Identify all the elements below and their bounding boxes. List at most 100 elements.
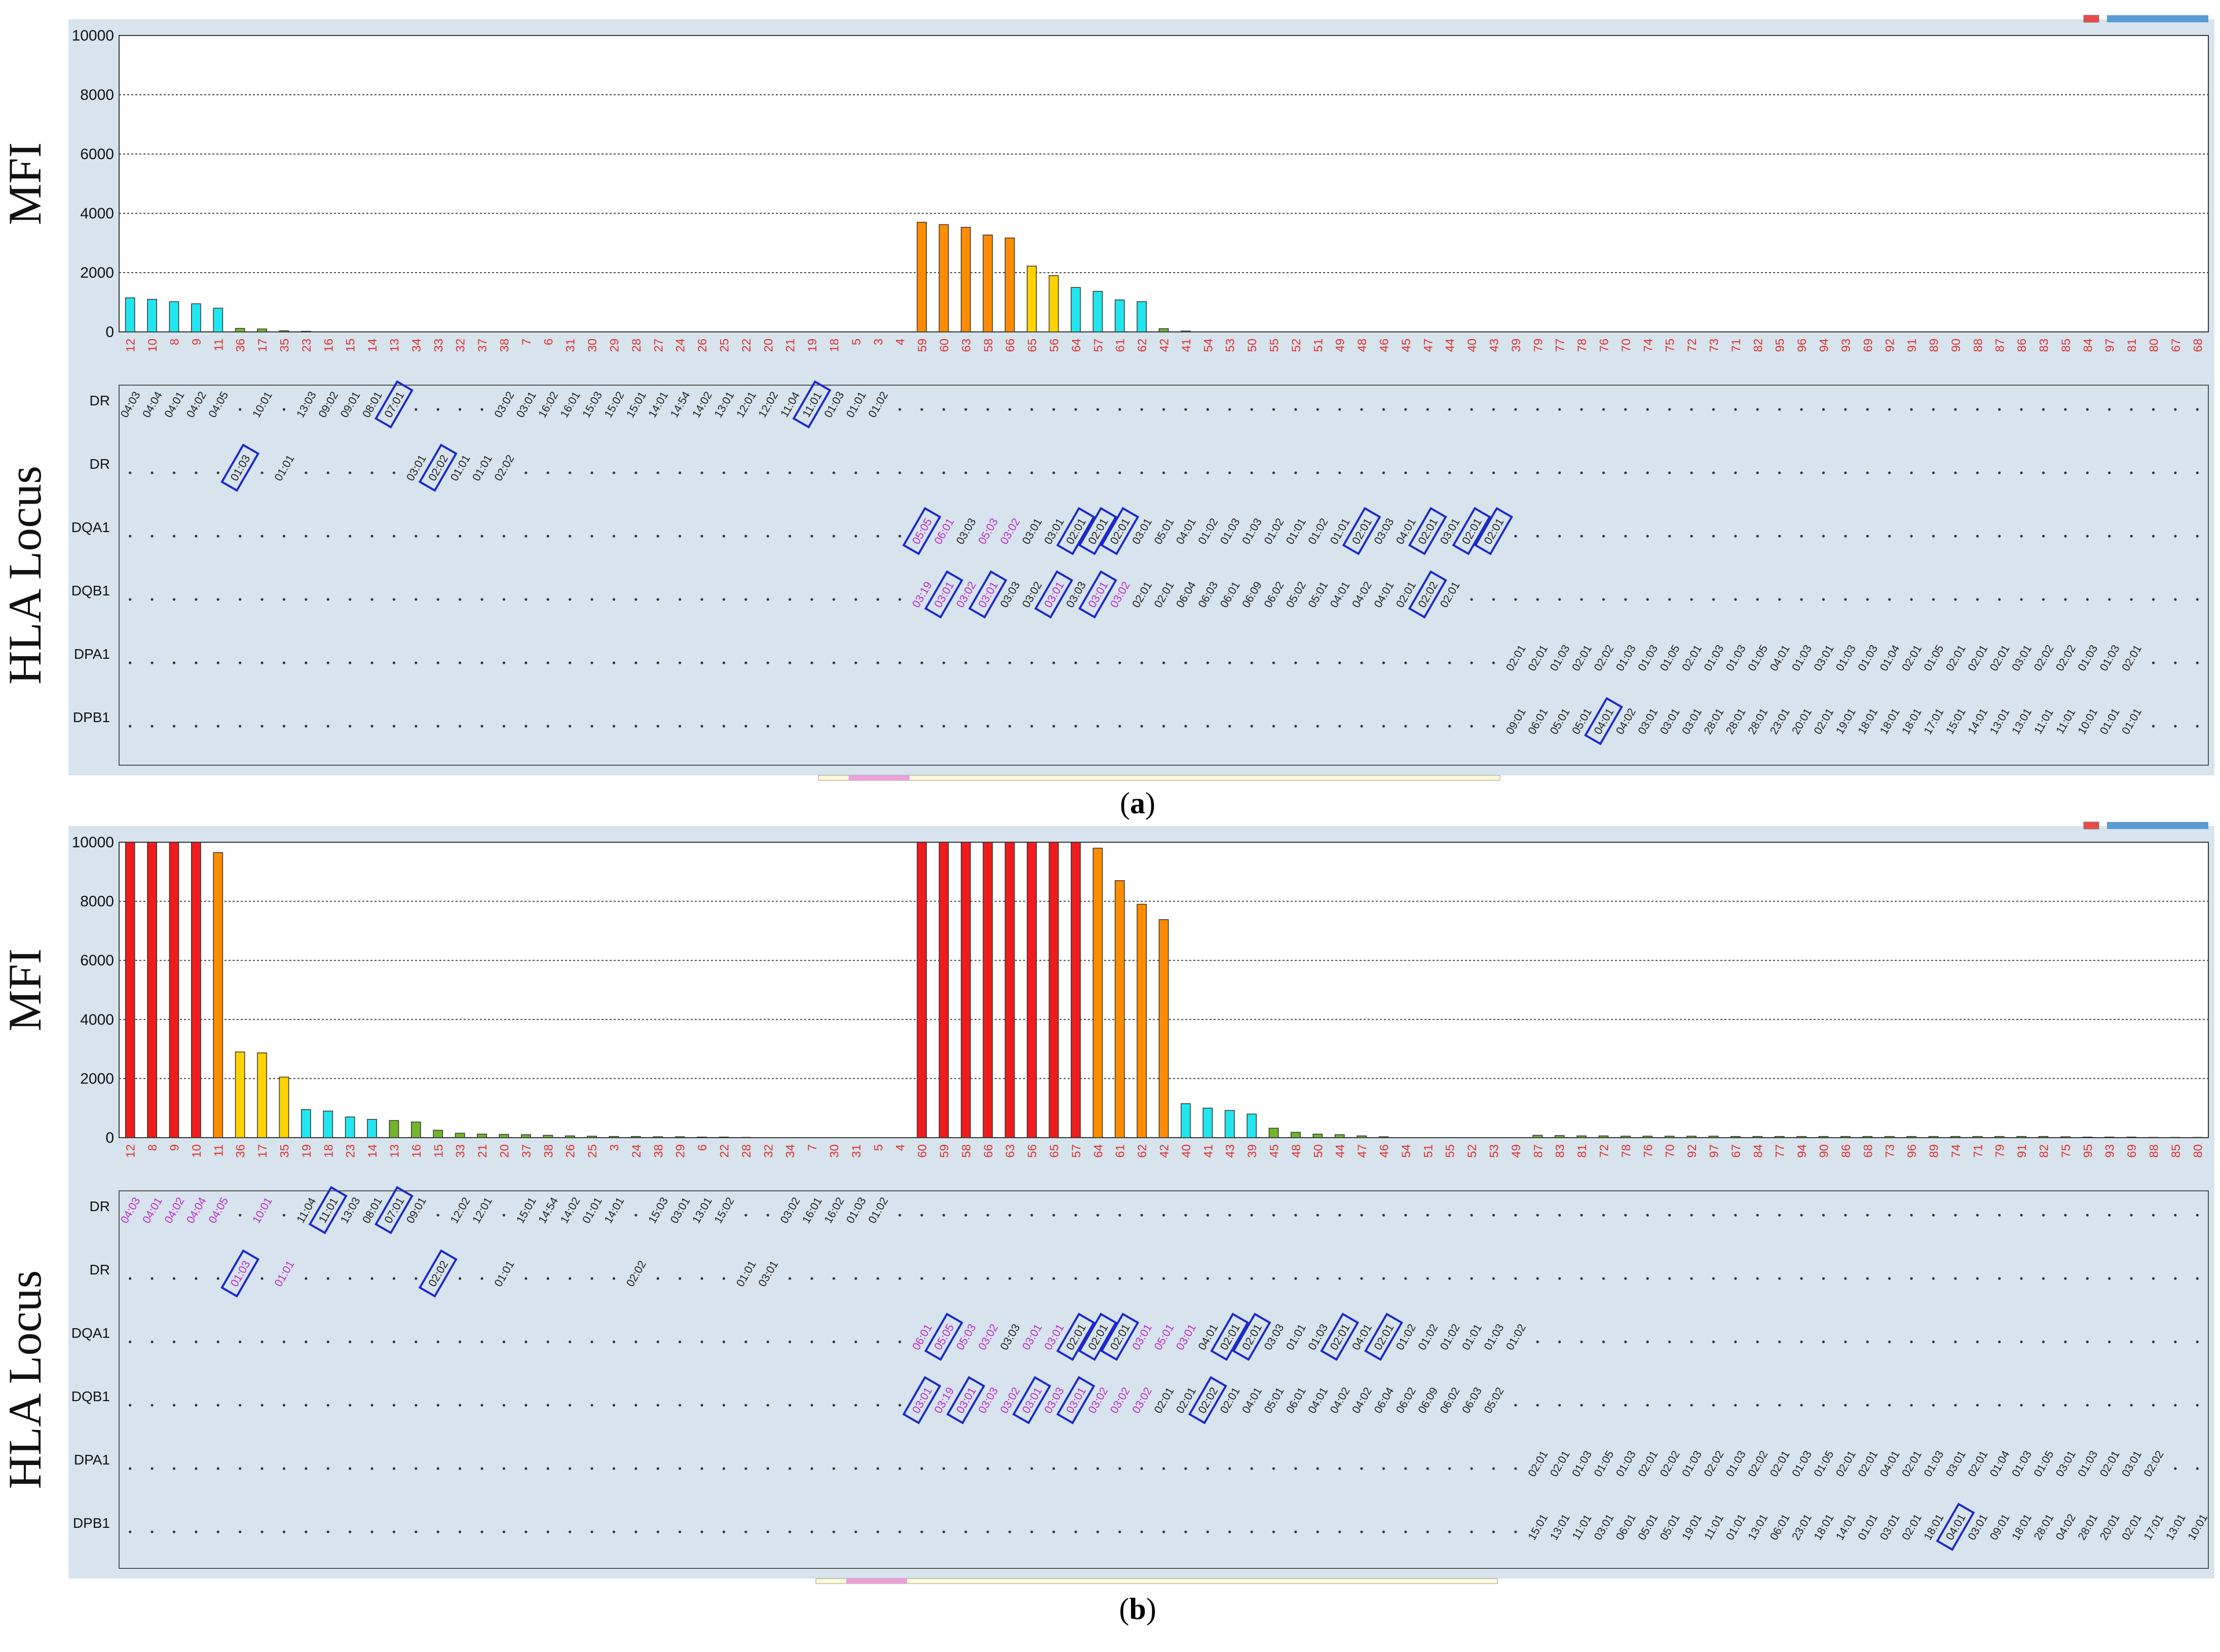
y-tick-label: 2000 (80, 1070, 114, 1087)
empty-dot (1008, 1467, 1011, 1470)
empty-dot (2152, 408, 2155, 411)
empty-dot (679, 535, 682, 538)
empty-dot (1206, 408, 1209, 411)
empty-dot (2108, 535, 2111, 538)
empty-dot (1360, 661, 1363, 664)
empty-dot (1338, 471, 1341, 474)
x-tick-label: 52 (1290, 339, 1303, 352)
empty-dot (1426, 1467, 1429, 1470)
empty-dot (1448, 661, 1451, 664)
empty-dot (1052, 1467, 1056, 1470)
empty-dot (1602, 471, 1605, 474)
empty-dot (1800, 1214, 1803, 1217)
empty-dot (1756, 1214, 1759, 1217)
bar (1950, 1136, 1961, 1138)
allele-highlight-box (418, 1249, 458, 1298)
empty-dot (1470, 1277, 1473, 1280)
bar (235, 1052, 245, 1138)
empty-dot (2020, 1214, 2023, 1217)
empty-dot (2152, 1404, 2155, 1407)
empty-dot (788, 471, 792, 474)
empty-dot (920, 408, 923, 411)
empty-dot (1712, 471, 1715, 474)
allele-highlight-box (1474, 507, 1513, 555)
empty-dot (1668, 535, 1671, 538)
empty-dot (1294, 1214, 1297, 1217)
allele-highlight-box (1584, 697, 1623, 745)
empty-dot (1756, 598, 1759, 601)
x-tick-label: 51 (1421, 1144, 1435, 1158)
empty-dot (1052, 661, 1056, 664)
empty-dot (1118, 661, 1121, 664)
allele-highlight-box (1056, 507, 1096, 555)
empty-dot (392, 1340, 396, 1343)
empty-dot (480, 535, 483, 538)
bar (2038, 1136, 2049, 1138)
empty-dot (1360, 725, 1363, 728)
empty-dot (612, 1340, 616, 1343)
x-tick-label: 77 (1554, 339, 1567, 352)
x-tick-label: 21 (784, 339, 798, 352)
x-tick-label: 24 (674, 339, 688, 352)
empty-dot (1602, 1277, 1605, 1280)
empty-dot (239, 535, 242, 538)
empty-dot (1074, 1214, 1077, 1217)
empty-dot (942, 408, 946, 411)
x-tick-label: 57 (1092, 339, 1105, 352)
empty-dot (1844, 1214, 1847, 1217)
empty-dot (876, 1467, 879, 1470)
x-tick-label: 26 (564, 1144, 578, 1158)
empty-dot (524, 1404, 528, 1407)
empty-dot (1360, 1277, 1363, 1280)
empty-dot (480, 1467, 483, 1470)
empty-dot (1008, 1530, 1011, 1533)
empty-dot (282, 1404, 286, 1407)
empty-dot (239, 1340, 242, 1343)
empty-dot (1316, 408, 1319, 411)
x-tick-label: 49 (1510, 1144, 1523, 1158)
empty-dot (2086, 1340, 2089, 1343)
empty-dot (569, 661, 572, 664)
x-tick-label: 54 (1201, 339, 1215, 352)
empty-dot (854, 535, 857, 538)
empty-dot (370, 598, 373, 601)
empty-dot (1844, 1340, 1847, 1343)
empty-dot (1316, 1530, 1319, 1533)
empty-dot (1844, 471, 1847, 474)
empty-dot (1712, 1277, 1715, 1280)
empty-dot (2152, 725, 2155, 728)
empty-dot (569, 725, 572, 728)
empty-dot (1954, 535, 1957, 538)
empty-dot (1096, 471, 1099, 474)
allele-highlight-box (968, 570, 1007, 619)
legend-bar-icon (2107, 822, 2208, 829)
empty-dot (569, 1530, 572, 1533)
empty-dot (656, 725, 659, 728)
empty-dot (1184, 408, 1187, 411)
empty-dot (195, 1340, 198, 1343)
empty-dot (2020, 1340, 2023, 1343)
empty-dot (282, 1214, 286, 1217)
bar (455, 1133, 465, 1138)
empty-dot (1932, 1277, 1935, 1280)
empty-dot (854, 661, 857, 664)
empty-dot (1514, 408, 1517, 411)
empty-dot (1668, 471, 1671, 474)
empty-dot (216, 471, 219, 474)
empty-dot (480, 1530, 483, 1533)
empty-dot (129, 535, 132, 538)
empty-dot (1690, 471, 1693, 474)
empty-dot (722, 471, 726, 474)
allele-highlight-box (1232, 1312, 1271, 1361)
empty-dot (854, 1277, 857, 1280)
empty-dot (964, 725, 967, 728)
empty-dot (1294, 1277, 1297, 1280)
empty-dot (370, 1277, 373, 1280)
empty-dot (1778, 1404, 1781, 1407)
x-tick-label: 6 (696, 1144, 709, 1151)
x-tick-label: 12 (124, 1144, 138, 1158)
empty-dot (1514, 1404, 1517, 1407)
empty-dot (612, 1404, 616, 1407)
allele-highlight-box (220, 443, 260, 492)
empty-dot (1492, 471, 1495, 474)
